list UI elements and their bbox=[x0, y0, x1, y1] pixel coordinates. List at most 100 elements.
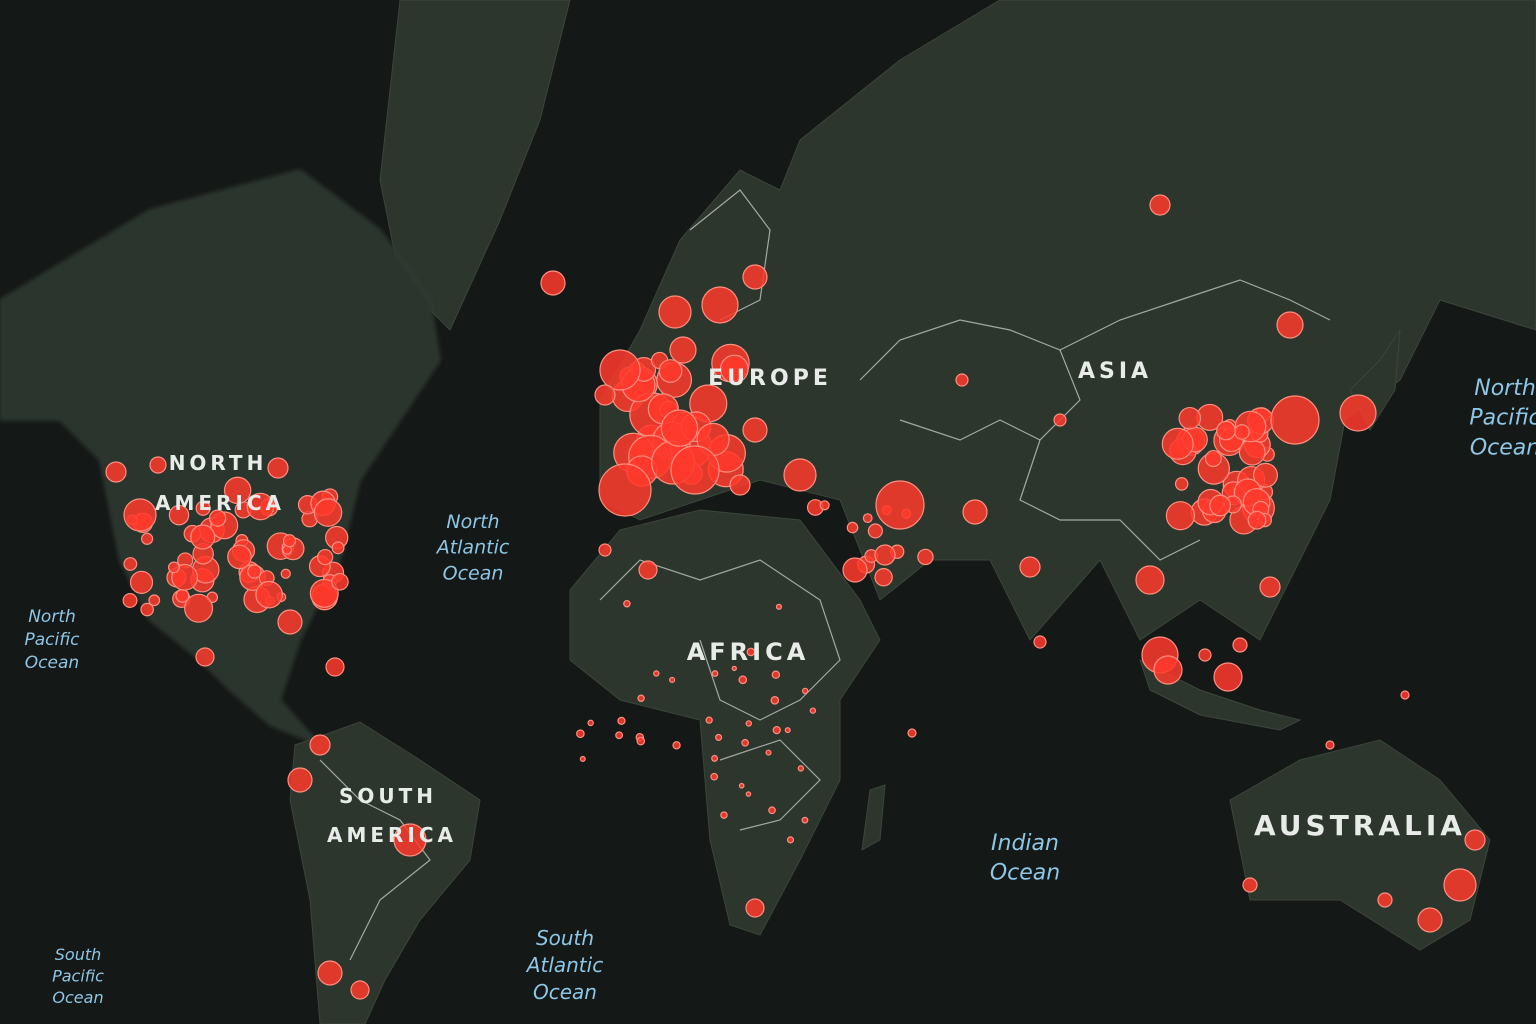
ocean-label: Pacific bbox=[24, 630, 80, 650]
bubble bbox=[669, 676, 676, 684]
bubble bbox=[587, 719, 594, 727]
continent-label: ASIA bbox=[1078, 359, 1152, 384]
bubble bbox=[775, 603, 782, 610]
ocean-label: Ocean bbox=[443, 562, 504, 584]
bubble bbox=[579, 755, 586, 762]
bubble bbox=[809, 707, 817, 714]
border-line bbox=[719, 739, 821, 831]
bubble bbox=[317, 548, 334, 566]
bubble bbox=[184, 593, 214, 623]
bubble bbox=[1019, 556, 1041, 578]
bubble bbox=[123, 557, 138, 571]
bubble bbox=[267, 457, 289, 479]
bubble bbox=[1232, 637, 1248, 653]
bubble bbox=[287, 767, 313, 793]
case-bubbles bbox=[105, 194, 1486, 1000]
bubble bbox=[770, 696, 780, 705]
bubble bbox=[867, 523, 883, 539]
labels: NORTH AMERICA EUROPE ASIA AFRICA SOUTH AMERICA… bbox=[24, 359, 1536, 1007]
ocean-label: Pacific bbox=[52, 967, 104, 986]
bubble bbox=[801, 816, 809, 824]
bubble bbox=[140, 602, 154, 617]
bubble bbox=[167, 561, 180, 574]
ocean-label: North bbox=[28, 607, 76, 627]
bubble bbox=[1161, 427, 1194, 460]
south-america bbox=[289, 721, 481, 1024]
bubble bbox=[168, 504, 190, 526]
continent-label: AUSTRALIA bbox=[1254, 809, 1466, 842]
bubble bbox=[1443, 868, 1477, 902]
bubble bbox=[148, 594, 161, 607]
bubble bbox=[768, 806, 776, 815]
bubble bbox=[129, 570, 154, 594]
bubble bbox=[309, 578, 339, 608]
bubble bbox=[771, 670, 781, 679]
bubble bbox=[1033, 635, 1047, 649]
bubble bbox=[874, 567, 893, 587]
ocean-label: Ocean bbox=[1470, 435, 1536, 460]
bubble bbox=[772, 725, 781, 735]
bubble bbox=[738, 782, 745, 789]
bubble bbox=[801, 687, 809, 695]
bubble bbox=[660, 409, 699, 447]
bubble bbox=[598, 463, 652, 517]
bubble bbox=[190, 524, 216, 550]
bubble bbox=[350, 980, 370, 1000]
bubble bbox=[962, 499, 988, 525]
bubble bbox=[140, 532, 154, 545]
bubble bbox=[842, 557, 868, 583]
bubble bbox=[1400, 690, 1410, 700]
bubble bbox=[1242, 877, 1258, 893]
bubble bbox=[846, 521, 859, 534]
bubble bbox=[576, 729, 585, 739]
bubble bbox=[719, 354, 749, 384]
continent-label: SOUTH bbox=[339, 784, 437, 808]
continent-label: AFRICA bbox=[687, 638, 810, 666]
bubble bbox=[711, 754, 719, 762]
bubble bbox=[637, 694, 645, 702]
bubble bbox=[710, 772, 719, 781]
bubble bbox=[594, 384, 616, 406]
bubble bbox=[1209, 494, 1231, 517]
border-line bbox=[859, 279, 1331, 381]
bubble bbox=[1234, 424, 1250, 440]
bubble bbox=[227, 544, 252, 570]
bubble bbox=[195, 500, 211, 516]
bubble bbox=[738, 675, 748, 685]
bubble bbox=[729, 474, 751, 496]
bubble bbox=[670, 445, 720, 495]
bubble bbox=[195, 647, 215, 667]
continent-label: EUROPE bbox=[708, 366, 832, 391]
bubble bbox=[701, 286, 739, 324]
bubble bbox=[1464, 829, 1486, 851]
bubble bbox=[331, 572, 349, 591]
north-america bbox=[0, 169, 441, 746]
bubble bbox=[786, 836, 795, 844]
bubble bbox=[331, 541, 345, 555]
bubble bbox=[1204, 449, 1222, 467]
bubble bbox=[715, 733, 723, 741]
australia bbox=[1229, 739, 1491, 951]
greenland bbox=[379, 0, 571, 331]
bubble bbox=[765, 749, 772, 756]
bubble bbox=[875, 480, 925, 530]
ocean-label: Ocean bbox=[52, 988, 103, 1007]
ocean-label: Atlantic bbox=[525, 953, 603, 977]
bubble bbox=[638, 560, 658, 580]
continent-label: NORTH bbox=[169, 451, 268, 475]
bubble bbox=[317, 960, 343, 986]
bubble bbox=[745, 720, 752, 727]
bubble bbox=[669, 336, 697, 364]
ocean-label: Pacific bbox=[1469, 406, 1536, 431]
bubble bbox=[784, 727, 791, 734]
bubble bbox=[658, 359, 683, 383]
bubble bbox=[122, 592, 138, 608]
bubble bbox=[540, 270, 566, 296]
bubble bbox=[599, 349, 641, 391]
bubble bbox=[277, 609, 303, 635]
bubble bbox=[1253, 462, 1278, 488]
bubble bbox=[746, 647, 756, 657]
bubble bbox=[862, 513, 873, 524]
bubble bbox=[658, 295, 692, 329]
bubble bbox=[393, 823, 427, 857]
